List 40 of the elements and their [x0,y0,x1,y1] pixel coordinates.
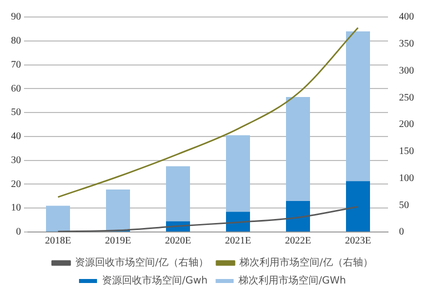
y-tick-label: 90 [11,12,21,23]
line-series [57,206,359,232]
bar [226,212,250,232]
x-tick-label: 2022E [284,236,312,247]
y-tick-label: 20 [11,178,21,190]
bar [286,200,310,232]
y2-tick-label: 300 [399,65,414,76]
x-tick-label: 2023E [344,236,372,247]
x-tick-label: 2021E [224,236,252,247]
y2-tick-label: 250 [399,92,414,104]
y-tick-label: 10 [11,202,21,214]
line-series [57,27,359,198]
bar [346,181,370,232]
y-tick-label: 80 [11,36,21,47]
legend-label: 资源回收市场空间/Gwh [102,274,208,287]
y-tick-label: 0 [16,226,21,238]
y-tick-label: 30 [11,154,21,166]
legend-label: 梯次利用市场空间/GWh [238,274,346,287]
y2-tick-label: 0 [399,226,404,238]
y2-tick-label: 400 [399,12,414,23]
bar [106,189,130,230]
y-tick-label: 40 [11,131,21,142]
x-tick-label: 2018E [44,236,72,247]
bar [166,166,190,222]
legend-label: 梯次利用市场空间/亿（右轴） [238,256,373,269]
y2-tick-label: 150 [399,146,414,157]
y-tick-label: 60 [11,83,21,94]
y-tick-label: 50 [11,107,21,118]
y-tick-label: 70 [11,59,21,70]
bar [226,135,250,212]
y2-tick-label: 100 [399,172,414,184]
bar [46,206,70,232]
x-tick-label: 2020E [164,236,192,247]
y2-tick-label: 50 [399,200,409,211]
x-tick-label: 2019E [104,236,132,247]
legend-label: 资源回收市场空间/亿（右轴） [75,256,209,269]
bar [286,97,310,201]
y2-tick-label: 350 [399,38,414,50]
bar [346,31,370,182]
y2-tick-label: 200 [399,119,414,130]
